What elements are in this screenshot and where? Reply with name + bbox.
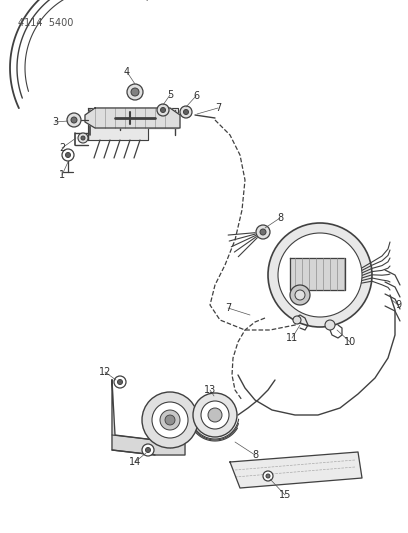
Circle shape	[67, 113, 81, 127]
Text: 13: 13	[204, 385, 216, 395]
Text: 4: 4	[124, 67, 130, 77]
Circle shape	[127, 84, 143, 100]
Text: 11: 11	[286, 333, 298, 343]
Circle shape	[81, 136, 85, 140]
Text: 7: 7	[215, 103, 221, 113]
Circle shape	[71, 117, 77, 123]
Circle shape	[118, 379, 122, 384]
Circle shape	[131, 88, 139, 96]
Text: 14: 14	[129, 457, 141, 467]
Circle shape	[325, 320, 335, 330]
Circle shape	[160, 410, 180, 430]
Circle shape	[268, 223, 372, 327]
Text: 9: 9	[395, 300, 401, 310]
Circle shape	[152, 402, 188, 438]
Circle shape	[295, 290, 305, 300]
Text: 3: 3	[52, 117, 58, 127]
Circle shape	[263, 471, 273, 481]
Circle shape	[62, 149, 74, 161]
Circle shape	[165, 415, 175, 425]
Circle shape	[142, 392, 198, 448]
Circle shape	[260, 229, 266, 235]
Circle shape	[256, 225, 270, 239]
Circle shape	[146, 448, 151, 453]
Circle shape	[78, 133, 88, 143]
Text: 1: 1	[59, 170, 65, 180]
Text: 5: 5	[167, 90, 173, 100]
Polygon shape	[88, 108, 178, 140]
Circle shape	[193, 393, 237, 437]
Polygon shape	[230, 452, 362, 488]
Circle shape	[290, 285, 310, 305]
Circle shape	[293, 316, 301, 324]
Circle shape	[184, 109, 188, 115]
Polygon shape	[85, 108, 180, 128]
Circle shape	[278, 233, 362, 317]
Circle shape	[142, 444, 154, 456]
Text: 2: 2	[59, 143, 65, 153]
Circle shape	[114, 376, 126, 388]
Text: 7: 7	[225, 303, 231, 313]
Circle shape	[157, 104, 169, 116]
Circle shape	[160, 108, 166, 112]
Text: 8: 8	[277, 213, 283, 223]
Polygon shape	[290, 258, 345, 290]
Text: 10: 10	[344, 337, 356, 347]
Polygon shape	[112, 380, 185, 455]
Text: 12: 12	[99, 367, 111, 377]
Circle shape	[66, 152, 71, 157]
Circle shape	[208, 408, 222, 422]
Circle shape	[201, 401, 229, 429]
Text: 4114  5400: 4114 5400	[18, 18, 73, 28]
Text: 15: 15	[279, 490, 291, 500]
Circle shape	[266, 474, 270, 478]
Circle shape	[180, 106, 192, 118]
Text: 8: 8	[252, 450, 258, 460]
Text: 6: 6	[193, 91, 199, 101]
